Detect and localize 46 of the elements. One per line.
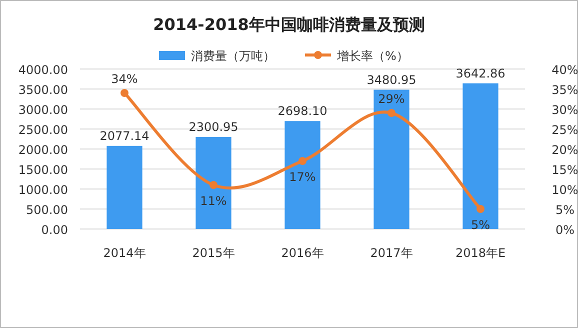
- data-label: 2300.95: [188, 120, 238, 134]
- y-tick-label: 3000.00: [18, 103, 68, 117]
- data-label: 2698.10: [278, 104, 328, 118]
- y2-tick-label: 5%: [555, 203, 575, 217]
- legend-label: 消费量（万吨）: [191, 49, 275, 63]
- x-tick-label: 2016年: [281, 246, 324, 260]
- bar: [196, 136, 232, 229]
- point: [210, 181, 218, 189]
- y-tick-label: 3500.00: [18, 83, 68, 97]
- data-label: 17%: [289, 170, 316, 184]
- y-tick-label: 2500.00: [18, 123, 68, 137]
- data-label: 3642.86: [456, 66, 506, 80]
- bar: [462, 83, 498, 229]
- y-tick-label: 1000.00: [18, 183, 68, 197]
- data-label: 29%: [378, 92, 405, 106]
- legend-label: 增长率（%）: [336, 49, 408, 63]
- y-tick-label: 0.00: [41, 223, 68, 237]
- point: [120, 89, 128, 97]
- point: [476, 205, 484, 213]
- data-label: 11%: [200, 194, 227, 208]
- data-label: 3480.95: [366, 72, 416, 87]
- y2-tick-label: 40%: [552, 63, 578, 77]
- point: [298, 157, 306, 165]
- y-tick-label: 500.00: [26, 203, 68, 217]
- y-tick-label: 1500.00: [18, 163, 68, 177]
- x-tick-label: 2015年: [192, 246, 235, 260]
- y2-tick-label: 30%: [552, 103, 578, 117]
- y2-tick-label: 10%: [552, 183, 578, 197]
- y-tick-label: 2000.00: [18, 143, 68, 157]
- y2-tick-label: 35%: [552, 83, 578, 97]
- bar: [106, 146, 142, 229]
- data-label: 2077.14: [100, 128, 150, 143]
- point: [388, 109, 396, 117]
- y2-tick-label: 25%: [552, 123, 578, 137]
- y2-tick-label: 15%: [552, 163, 578, 177]
- y-tick-label: 4000.00: [18, 63, 68, 77]
- bar: [284, 121, 320, 229]
- x-tick-label: 2018年E: [455, 246, 506, 260]
- data-label: 34%: [111, 72, 138, 86]
- x-tick-label: 2017年: [370, 246, 413, 260]
- chart-title: 2014-2018年中国咖啡消费量及预测: [153, 15, 425, 34]
- y2-tick-label: 0%: [555, 223, 575, 237]
- data-label: 5%: [470, 218, 490, 232]
- y2-tick-label: 20%: [552, 143, 578, 157]
- bar: [374, 90, 410, 229]
- x-tick-label: 2014年: [103, 246, 146, 260]
